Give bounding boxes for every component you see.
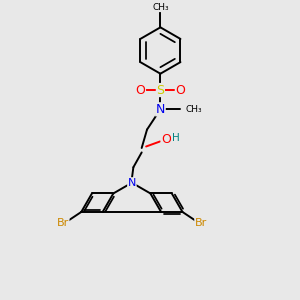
Text: O: O	[136, 83, 146, 97]
Text: O: O	[176, 83, 185, 97]
Text: N: N	[156, 103, 165, 116]
Text: CH₃: CH₃	[152, 3, 169, 12]
Text: S: S	[156, 83, 164, 97]
Text: Br: Br	[57, 218, 69, 228]
Text: N: N	[128, 178, 136, 188]
Text: O: O	[161, 133, 171, 146]
Text: Br: Br	[195, 218, 207, 228]
Text: CH₃: CH₃	[186, 105, 202, 114]
Text: H: H	[172, 134, 180, 143]
